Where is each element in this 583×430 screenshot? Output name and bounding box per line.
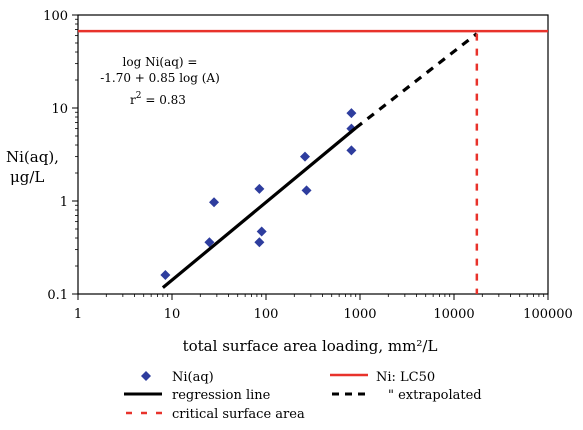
- y-tick-label: 0.1: [47, 288, 68, 303]
- x-tick-label: 100000: [523, 307, 573, 322]
- y-tick-label: 100: [43, 9, 68, 24]
- r-squared-annotation: r2 = 0.83: [130, 91, 186, 107]
- r2-exponent: 2: [136, 91, 142, 101]
- legend-lc50-label: Ni: LC50: [376, 370, 435, 385]
- equation-line-1: log Ni(aq) =: [123, 55, 198, 69]
- x-axis-label: total surface area loading, mm²/L: [183, 337, 438, 355]
- r2-prefix: r: [130, 93, 136, 107]
- legend-scatter-marker: [141, 371, 151, 381]
- x-tick-label: 100: [254, 307, 279, 322]
- equation-line-2: -1.70 + 0.85 log (A): [100, 71, 220, 85]
- data-point: [346, 145, 357, 156]
- plot-layer: 1 10 100 1000 10000 100000 0.1 1 10 100: [43, 9, 573, 322]
- legend-regression-label: regression line: [172, 388, 271, 403]
- data-point: [301, 185, 312, 196]
- legend: Ni(aq) Ni: LC50 regression line " extrap…: [124, 370, 482, 422]
- data-point: [254, 183, 265, 194]
- x-tick-label: 1000: [343, 307, 376, 322]
- r2-suffix: = 0.83: [142, 93, 186, 107]
- legend-critical-label: critical surface area: [172, 407, 305, 422]
- data-point: [209, 197, 220, 208]
- y-tick-label: 1: [60, 195, 68, 210]
- data-point: [160, 270, 171, 281]
- y-axis-label-line-2: μg/L: [10, 168, 44, 186]
- data-point: [346, 108, 357, 119]
- data-point: [300, 151, 311, 162]
- y-axis-label-line-1: Ni(aq),: [6, 148, 59, 166]
- data-point: [254, 237, 265, 248]
- x-tick-label: 10: [164, 307, 181, 322]
- x-tick-label: 10000: [433, 307, 474, 322]
- regression-line: [161, 126, 357, 289]
- data-point: [204, 237, 215, 248]
- y-tick-label: 10: [51, 102, 68, 117]
- legend-extrapolated-label: " extrapolated: [388, 388, 482, 403]
- extrapolated-line: [354, 32, 478, 130]
- x-tick-label: 1: [74, 307, 82, 322]
- plot-frame: [77, 14, 549, 295]
- data-point: [256, 226, 267, 237]
- legend-scatter-label: Ni(aq): [172, 370, 214, 385]
